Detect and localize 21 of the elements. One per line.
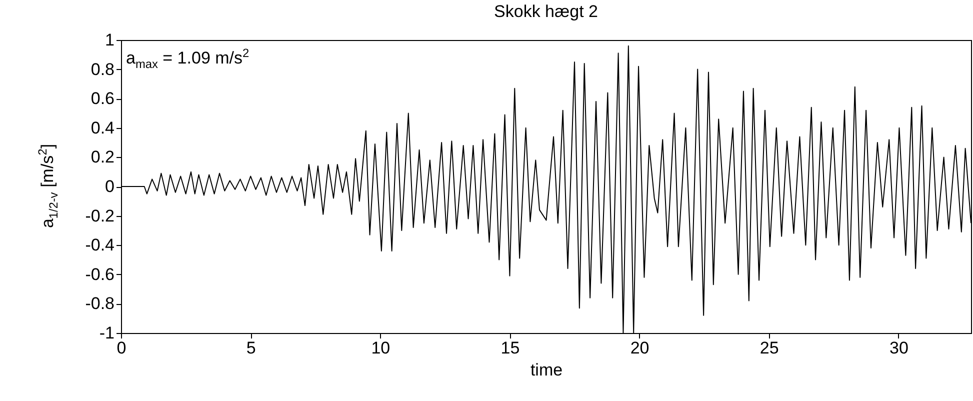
y-tick-label: -0.4 [85,236,114,255]
y-tick-label: 0.2 [90,148,114,167]
y-tick-label: 1 [105,30,114,50]
chart-title: Skokk hægt 2 [494,2,598,21]
x-tick-label: 15 [500,338,520,358]
y-tick-label: -0.2 [85,206,114,226]
x-tick-label: 5 [246,338,256,358]
y-tick-label: -0.6 [85,264,114,284]
annotation: a$_{max}$ = 1.09 m/s$^{2}$ [126,46,250,72]
x-tick-label: 10 [371,338,390,358]
y-tick-label: 0.6 [90,89,114,108]
x-tick-label: 30 [889,338,908,358]
y-tick-label: 0.4 [90,118,114,138]
y-tick-label: 0 [105,177,114,196]
y-tick-label: -0.8 [85,294,114,314]
x-tick-label: 20 [630,338,650,358]
x-tick-label: 0 [116,338,126,358]
y-tick-label: 0.8 [90,60,114,79]
y-tick-label: -1 [99,324,114,342]
x-tick-label: 25 [760,338,779,358]
x-axis-title: time [530,360,563,380]
